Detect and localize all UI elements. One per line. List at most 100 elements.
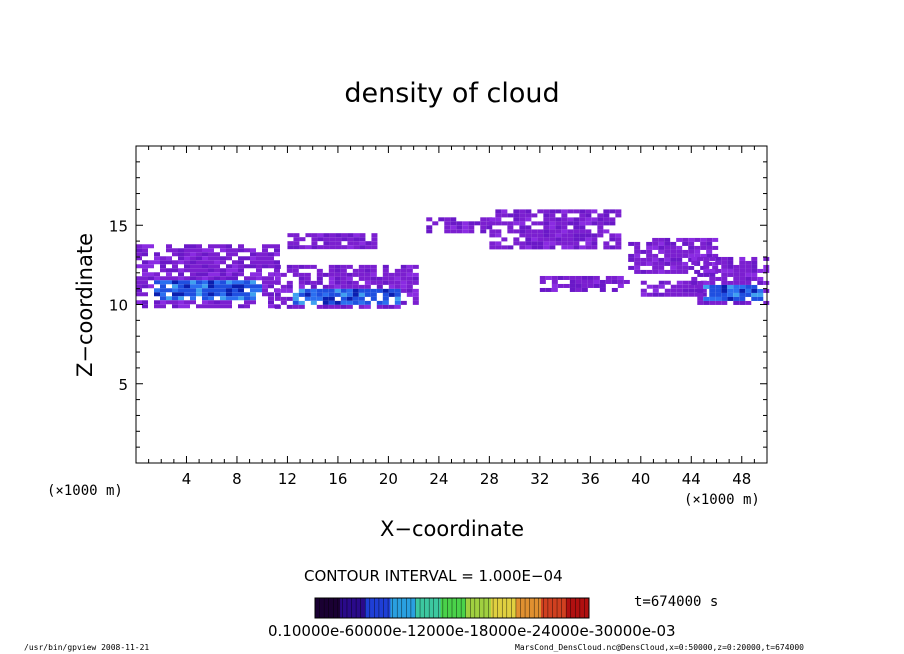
- cloud-cell: [591, 241, 598, 246]
- cloud-cell: [507, 245, 514, 250]
- cloud-cell: [238, 292, 244, 297]
- cloud-cell: [555, 221, 562, 226]
- cloud-cell: [703, 268, 710, 273]
- cloud-cell: [676, 237, 683, 242]
- cloud-cell: [358, 300, 365, 305]
- cloud-cell: [352, 300, 359, 305]
- cloud-cell: [691, 276, 698, 281]
- cloud-cell: [585, 241, 592, 246]
- colorbar-segment: [559, 598, 563, 618]
- cloud-cell: [142, 248, 148, 253]
- cloud-cell: [513, 229, 520, 234]
- cloud-cell: [340, 300, 347, 305]
- cloud-cell: [346, 264, 353, 269]
- cloud-cell: [376, 276, 383, 281]
- cloud-cell: [376, 284, 383, 289]
- cloud-cell: [136, 288, 142, 293]
- cloud-cell: [304, 292, 311, 297]
- cloud-cell: [697, 280, 704, 285]
- cloud-cell: [364, 288, 371, 293]
- cloud-cell: [634, 245, 641, 250]
- cloud-cell: [700, 245, 707, 250]
- cloud-cell: [365, 241, 372, 246]
- cloud-cell: [184, 260, 190, 265]
- cloud-cell: [715, 256, 722, 261]
- cloud-cell: [480, 221, 487, 226]
- cloud-cell: [238, 244, 244, 249]
- cloud-cell: [519, 229, 526, 234]
- cloud-cell: [603, 221, 610, 226]
- cloud-cell: [208, 268, 214, 273]
- cloud-region: [628, 237, 719, 274]
- cloud-cell: [480, 217, 487, 222]
- colorbar-segment: [344, 598, 348, 618]
- cloud-cell: [256, 288, 262, 293]
- colorbar-segment: [376, 598, 380, 618]
- cloud-cell: [172, 304, 178, 309]
- cloud-cell: [400, 280, 407, 285]
- cloud-cell: [688, 292, 695, 297]
- cloud-cell: [382, 288, 389, 293]
- cloud-cell: [543, 217, 550, 222]
- colorbar-segment: [568, 598, 572, 618]
- cloud-cell: [274, 252, 280, 257]
- cloud-cell: [388, 276, 395, 281]
- cloud-cell: [340, 296, 347, 301]
- cloud-cell: [358, 268, 365, 273]
- cloud-cell: [334, 272, 341, 277]
- cloud-cell: [388, 304, 395, 309]
- cloud-cell: [591, 237, 598, 242]
- cloud-cell: [501, 213, 508, 218]
- cloud-cell: [238, 296, 244, 301]
- cloud-cell: [745, 292, 752, 297]
- cloud-cell: [450, 221, 457, 226]
- cloud-cell: [394, 300, 401, 305]
- cloud-cell: [202, 272, 208, 277]
- cloud-cell: [670, 257, 677, 262]
- cloud-cell: [142, 276, 148, 281]
- cloud-cell: [426, 229, 433, 234]
- cloud-cell: [322, 272, 329, 277]
- cloud-cell: [450, 217, 457, 222]
- cloud-cell: [286, 296, 293, 301]
- cloud-cell: [634, 257, 641, 262]
- cloud-cell: [340, 280, 347, 285]
- cloud-cell: [539, 287, 546, 292]
- cloud-cell: [757, 276, 764, 281]
- cloud-cell: [543, 241, 550, 246]
- cloud-cell: [226, 264, 232, 269]
- cloud-cell: [591, 209, 598, 214]
- cloud-cell: [286, 280, 293, 285]
- cloud-cell: [623, 279, 630, 284]
- cloud-cell: [721, 296, 728, 301]
- cloud-cell: [196, 264, 202, 269]
- cloud-cell: [555, 209, 562, 214]
- cloud-cell: [172, 268, 178, 273]
- cloud-cell: [220, 272, 226, 277]
- cloud-cell: [567, 241, 574, 246]
- cloud-cell: [238, 260, 244, 265]
- cloud-cell: [412, 300, 419, 305]
- cloud-cell: [340, 272, 347, 277]
- cloud-cell: [489, 217, 496, 222]
- cloud-cell: [322, 284, 329, 289]
- cloud-cell: [268, 272, 274, 277]
- cloud-cell: [364, 280, 371, 285]
- cloud-cell: [274, 244, 280, 249]
- cloud-cell: [658, 237, 665, 242]
- cloud-cell: [364, 284, 371, 289]
- cloud-cell: [721, 280, 728, 285]
- cloud-cell: [658, 245, 665, 250]
- colorbar-segment: [449, 598, 453, 618]
- colorbar-segment: [349, 598, 353, 618]
- cloud-cell: [190, 296, 196, 301]
- cloud-cell: [670, 288, 677, 293]
- cloud-cell: [274, 248, 280, 253]
- cloud-cell: [178, 252, 184, 257]
- cloud-cell: [763, 280, 770, 285]
- cloud-cell: [664, 237, 671, 242]
- colorbar-segment: [502, 598, 506, 618]
- cloud-cell: [292, 300, 299, 305]
- cloud-cell: [334, 300, 341, 305]
- cloud-cell: [751, 276, 758, 281]
